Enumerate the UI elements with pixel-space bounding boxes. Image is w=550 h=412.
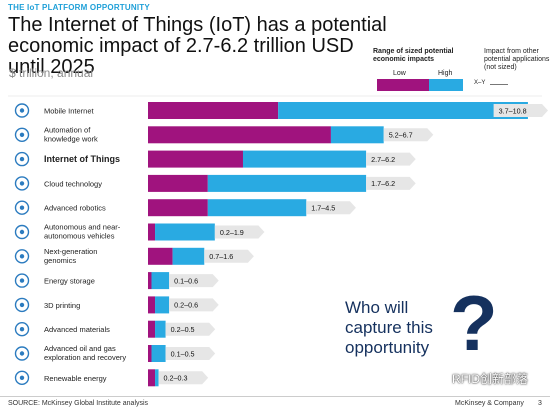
- impact-bar-chart: Mobile Internet 3.7–10.8 Automation of know…: [8, 95, 548, 387]
- iot-network-icon: [14, 151, 30, 167]
- wind-turbine-icon: [14, 370, 30, 385]
- bar-high: [151, 272, 170, 290]
- legend-high-swatch: [429, 79, 463, 91]
- legend-low-swatch: [377, 79, 429, 91]
- bar-low: [148, 102, 279, 119]
- range-label-box: [214, 225, 265, 239]
- range-label-box: [169, 274, 219, 288]
- oil-rig-icon: [14, 346, 30, 361]
- bar-low: [148, 150, 243, 168]
- range-label: 3.7–10.8: [499, 106, 527, 115]
- category-label: Advanced materials: [44, 325, 110, 334]
- range-label-box: [158, 371, 209, 385]
- company-name: McKinsey & Company: [455, 400, 524, 407]
- range-label-box: [366, 176, 416, 190]
- bar-high: [155, 320, 166, 338]
- range-label: 0.1–0.6: [174, 276, 198, 285]
- bar-low: [148, 126, 331, 144]
- page-title: The Internet of Things (IoT) has a poten…: [8, 14, 387, 78]
- bar-high: [242, 150, 367, 168]
- bar-low: [148, 199, 208, 217]
- category-label: 3D printing: [44, 301, 80, 310]
- bar-low: [148, 296, 156, 314]
- range-label-box: [204, 249, 254, 263]
- category-label: Energy storage: [44, 277, 95, 286]
- watermark: RFID创新部落: [452, 372, 528, 386]
- callout-question: Who will capture this opportunity: [345, 298, 433, 357]
- unit-subtitle: $ trillion, annual: [9, 66, 94, 80]
- category-label: Next-generation genomics: [44, 247, 97, 265]
- bar-high: [330, 126, 384, 144]
- bar-high: [278, 102, 528, 119]
- range-label: 0.2–0.3: [164, 374, 188, 383]
- page-number: 3: [538, 400, 542, 407]
- category-label: Advanced robotics: [44, 204, 106, 213]
- category-label: Advanced oil and gas exploration and reco…: [44, 344, 126, 362]
- 3d-printer-icon: [14, 297, 30, 313]
- range-label: 1.7–4.5: [311, 204, 335, 213]
- bar-high: [155, 296, 170, 314]
- category-label: Automation of knowledge work: [44, 125, 98, 143]
- car-icon: [14, 224, 30, 240]
- category-label: Renewable energy: [44, 374, 107, 383]
- category-label: Mobile Internet: [44, 107, 95, 116]
- bar-high: [155, 223, 215, 241]
- legend-low-label: Low: [393, 70, 406, 77]
- range-label: 5.2–6.7: [389, 131, 413, 140]
- legend-xy-label: X–Y: [474, 80, 486, 86]
- legend-xy-line: [490, 84, 508, 85]
- range-label: 0.2–0.6: [174, 301, 198, 310]
- materials-icon: [14, 322, 30, 337]
- bar-low: [148, 272, 152, 290]
- range-label: 0.7–1.6: [209, 252, 233, 261]
- range-label: 1.7–6.2: [371, 179, 395, 188]
- bar-high: [172, 247, 205, 265]
- bar-high: [207, 174, 367, 192]
- bar-low: [148, 345, 152, 362]
- range-label-box: [165, 322, 216, 336]
- bar-high: [151, 345, 166, 362]
- bar-low: [148, 174, 208, 192]
- category-label: Autonomous and near-autonomous vehicles: [44, 223, 121, 241]
- range-label: 0.1–0.5: [171, 349, 195, 358]
- battery-icon: [14, 273, 30, 288]
- category-label: Internet of Things: [44, 154, 120, 164]
- range-label-box: [306, 201, 356, 215]
- range-label: 0.2–0.5: [171, 325, 195, 334]
- bar-low: [148, 369, 156, 387]
- range-label-box: [366, 152, 416, 166]
- legend-title: Range of sized potential economic impact…: [373, 48, 454, 63]
- range-label-box: [493, 104, 548, 117]
- legend-other-title: Impact from other potential applications…: [484, 48, 550, 71]
- range-label-box: [165, 347, 216, 360]
- bar-high: [155, 369, 159, 387]
- range-label-box: [169, 298, 219, 312]
- bar-low: [148, 223, 156, 241]
- bar-low: [148, 247, 173, 265]
- brain-icon: [14, 127, 30, 143]
- person-phone-icon: [14, 103, 30, 118]
- source-note: SOURCE: McKinsey Global Institute analys…: [8, 400, 149, 407]
- bar-high: [207, 199, 307, 217]
- footer: SOURCE: McKinsey Global Institute analys…: [0, 396, 550, 412]
- bar-low: [148, 320, 156, 338]
- legend-high-label: High: [438, 70, 453, 77]
- range-label-box: [383, 128, 434, 142]
- dna-icon: [14, 249, 30, 264]
- category-label: Cloud technology: [44, 179, 102, 188]
- cloud-icon: [14, 176, 30, 191]
- range-label: 0.2–1.9: [220, 228, 244, 237]
- question-mark: ?: [450, 279, 498, 367]
- robot-arm-icon: [14, 200, 30, 215]
- range-label: 2.7–6.2: [371, 155, 395, 164]
- section-tag: THE IoT PLATFORM OPPORTUNITY: [8, 3, 150, 12]
